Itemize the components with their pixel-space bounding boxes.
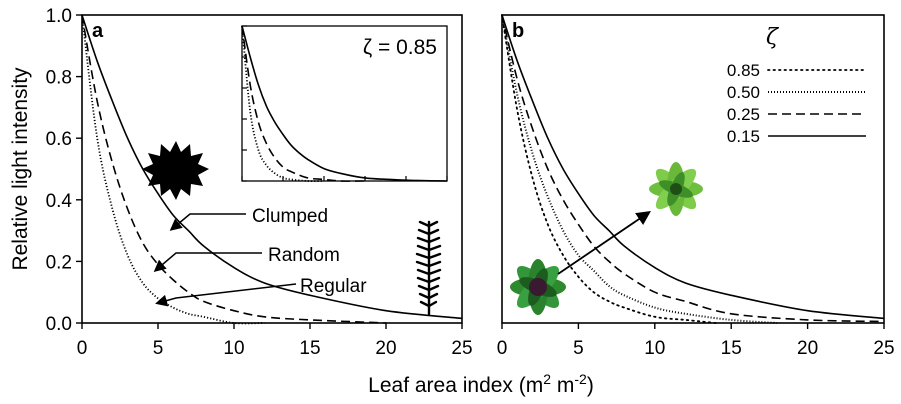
panel-a-curve-clumped [81,14,463,320]
inset-curve-solid [241,25,448,182]
arrow-regular [155,283,297,307]
clumped-plant-silhouette [142,141,209,200]
panel-a-y-tick-label: 0.0 [46,314,72,335]
regular-plant-silhouette [415,220,442,316]
panel-a-y-tick-label: 0.2 [46,252,72,273]
ticks-layer: 0 5 10 15 20 25 0.0 0.2 0.4 0.6 0.8 1.0 0 5 10 15 20 25 [46,6,895,359]
panel-a-y-tick-label: 0.4 [46,191,73,212]
panel-b-x-tick-label: 20 [797,338,818,359]
x-axis-unit-exponent: 2 [543,371,551,387]
legend-label-015: 0.15 [727,127,760,146]
panel-a-x-tick-label: 0 [77,338,88,359]
legend-label-085: 0.85 [727,61,760,80]
inset-curve-dashed [241,25,366,182]
panel-b-x-tick-label: 0 [497,338,508,359]
panel-b-curve-025 [501,14,885,323]
panel-a-x-tick-label: 20 [375,338,396,359]
annotation-random: Random [268,245,340,266]
panel-a-x-tick-label: 5 [153,338,164,359]
panel-a-y-tick-label: 0.8 [46,68,72,89]
plant-photo-dark [506,256,570,318]
panel-b-x-tick-label: 25 [873,338,894,359]
panel-a-y-tick-label: 0.6 [46,129,72,150]
panel-a-curve-random [81,14,387,324]
panel-a-x-tick-label: 10 [223,338,244,359]
arrow-clumped [169,213,246,231]
legend-label-025: 0.25 [727,105,760,124]
panel-b-curve-015 [501,14,885,320]
panel-b-letter: b [512,20,524,42]
panel-b-frame [501,14,885,324]
y-axis-title: Relative light intensity [9,67,32,271]
plant-arrow [557,210,651,275]
panel-a-x-tick-label: 15 [299,338,320,359]
inset-zeta-label: ζ = 0.85 [363,36,437,59]
panel-b-x-tick-label: 15 [721,338,742,359]
panel-b-x-tick-label: 5 [573,338,584,359]
annotation-clumped: Clumped [252,206,328,227]
panel-a-curve-regular [81,14,265,325]
panel-a-letter: a [92,20,104,42]
panel-a-frame [81,14,463,324]
panel-a-y-tick-label: 1.0 [46,6,72,27]
annotation-regular: Regular [300,276,367,297]
panel-a-x-tick-label: 25 [451,338,472,359]
legend-label-050: 0.50 [727,83,760,102]
plant-photo-green [640,158,712,220]
arrow-random [153,252,262,272]
panel-b-x-tick-label: 10 [644,338,665,359]
x-axis-title: Leaf area index (m2 m-2) [368,371,594,397]
legend: 0.85 0.50 0.25 0.15 [727,61,867,146]
panel-b-curve-085 [501,14,717,324]
legend-title: ζ [766,25,780,50]
curves-layer [81,14,885,325]
inset-curve-dotted [241,25,325,183]
x-axis-unit-exponent-neg: -2 [574,371,587,387]
